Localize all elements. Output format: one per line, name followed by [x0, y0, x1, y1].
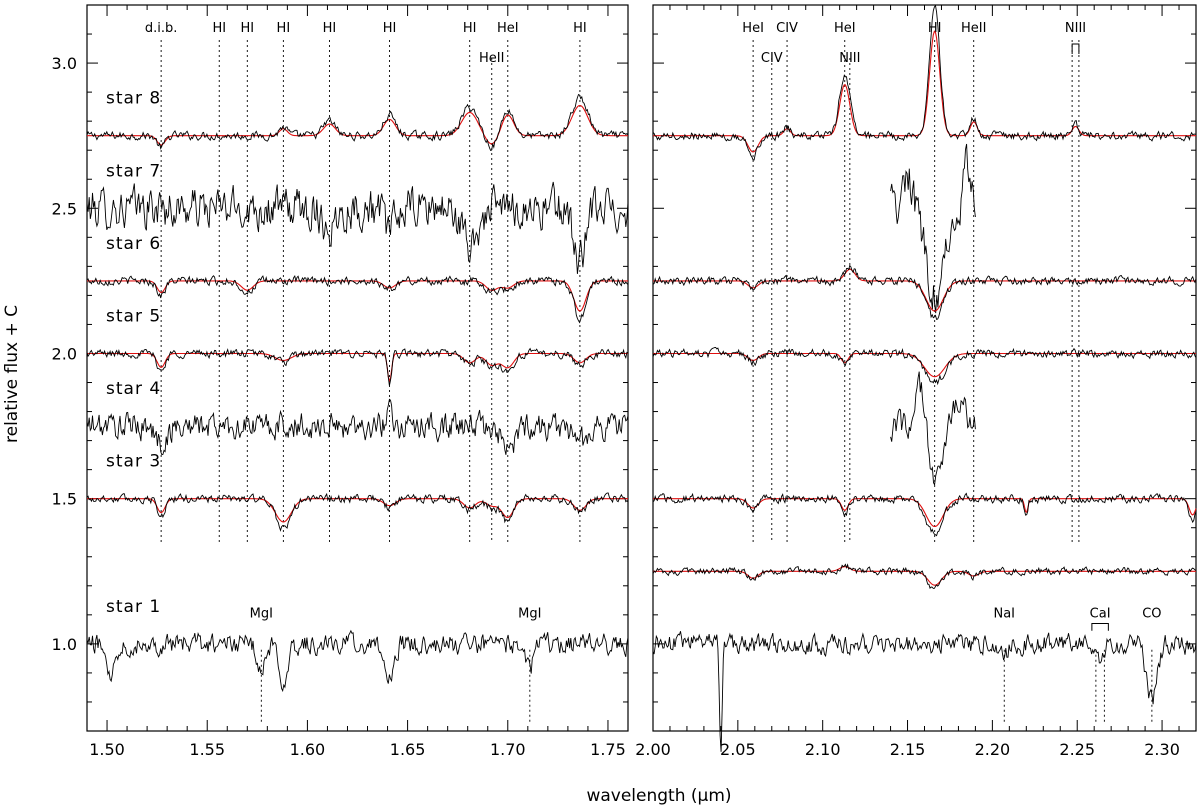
line-id-label: HI [928, 21, 942, 36]
line-id-label: HeII [961, 21, 986, 36]
line-id-label: HI [383, 21, 397, 36]
series-label: star 7 [106, 161, 161, 181]
model-spectrum-star-6 [87, 280, 628, 312]
model-spectrum-star-8 [87, 104, 628, 146]
x-tick-label: 2.30 [1144, 740, 1180, 759]
x-tick-label: 2.10 [805, 740, 841, 759]
line-id-label: CO [1142, 607, 1161, 622]
x-tick-label: 1.75 [590, 740, 626, 759]
model-spectrum-star-5 [87, 352, 628, 384]
line-id-label: CaI [1090, 607, 1111, 622]
line-id-label: d.i.b. [145, 21, 178, 36]
observed-spectrum-star-1 [652, 631, 1197, 752]
line-id-label: HI [212, 21, 226, 36]
observed-spectrum-star-7 [890, 143, 976, 314]
model-spectrum-star-6 [653, 268, 1196, 312]
line-id-label: CIV [776, 21, 798, 36]
observed-spectrum-star-7 [86, 181, 629, 274]
model-spectrum-star-3 [87, 498, 628, 523]
line-id-label: MgI [518, 607, 541, 622]
x-tick-label: 2.05 [720, 740, 756, 759]
observed-spectrum-star-3 [652, 492, 1197, 537]
observed-spectrum-star-5 [652, 347, 1197, 386]
x-tick-label: 1.65 [390, 740, 426, 759]
y-tick-label: 3.0 [52, 54, 77, 73]
x-tick-label: 1.60 [290, 740, 326, 759]
line-id-label: HI [323, 21, 337, 36]
k-band-panel: 2.00 2.05 2.10 2.15 2.20 2.25 2.30 HeI CIV CIV HeI… [635, 4, 1197, 759]
series-label: star 8 [106, 89, 161, 109]
line-id-label: CIV [761, 51, 783, 66]
y-tick-label: 2.5 [52, 199, 77, 218]
x-tick-label: 1.55 [189, 740, 225, 759]
line-id-label: HeI [497, 21, 519, 36]
line-id-bracket [1071, 43, 1080, 54]
observed-spectrum-star-8 [86, 93, 629, 151]
observed-spectrum-star-4 [890, 371, 976, 487]
observed-spectrum-star-1 [86, 629, 629, 693]
series-label: star 5 [106, 307, 161, 327]
y-tick-label: 1.0 [52, 635, 77, 654]
series-label: star 6 [106, 234, 161, 254]
observed-spectrum-star-3 [86, 492, 629, 532]
line-id-label: HeI [834, 21, 856, 36]
plot-frame [86, 4, 629, 732]
observed-spectrum-star-2 [652, 563, 1197, 589]
series-label: star 4 [106, 379, 161, 399]
observed-spectrum-star-8 [652, 4, 1197, 161]
x-tick-label: 2.15 [890, 740, 926, 759]
x-tick-label: 2.25 [1059, 740, 1095, 759]
line-id-label: HI [573, 21, 587, 36]
line-id-label: HI [240, 21, 254, 36]
model-spectrum-star-8 [653, 30, 1196, 153]
h-band-panel: 1.50 1.55 1.60 1.65 1.70 1.75 1.0 1.5 2.0 2.5 3.0 d… [52, 4, 629, 759]
line-id-label: MgI [250, 607, 273, 622]
x-tick-label: 1.50 [89, 740, 125, 759]
series-label: star 3 [106, 452, 161, 472]
y-tick-label: 2.0 [52, 344, 77, 363]
x-tick-label: 2.00 [635, 740, 671, 759]
line-id-label: HI [277, 21, 291, 36]
observed-spectrum-star-5 [86, 347, 629, 386]
observed-spectrum-star-4 [86, 398, 629, 456]
line-id-label: HI [463, 21, 477, 36]
line-id-label: HeII [479, 51, 504, 66]
line-id-label: NIII [839, 51, 860, 66]
model-spectrum-star-5 [653, 352, 1196, 378]
line-id-label: NaI [993, 607, 1015, 622]
x-axis-label: wavelength (μm) [586, 786, 731, 806]
x-tick-label: 1.70 [490, 740, 526, 759]
observed-spectrum-star-6 [86, 275, 629, 324]
observed-spectrum-star-6 [652, 264, 1197, 320]
y-axis-label: relative flux + C [2, 305, 22, 443]
x-tick-label: 2.20 [975, 740, 1011, 759]
model-spectrum-star-3 [653, 498, 1197, 528]
line-id-label: NIII [1065, 21, 1086, 36]
y-tick-label: 1.5 [52, 490, 77, 509]
line-id-bracket [1091, 623, 1109, 631]
line-id-label: HeI [742, 21, 764, 36]
series-label: star 1 [106, 597, 161, 617]
